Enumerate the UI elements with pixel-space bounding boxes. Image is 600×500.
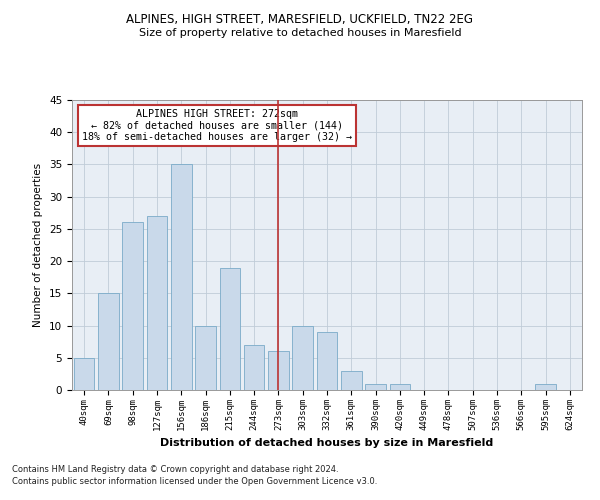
Bar [122, 222, 143, 390]
Text: ALPINES HIGH STREET: 272sqm
← 82% of detached houses are smaller (144)
18% of se: ALPINES HIGH STREET: 272sqm ← 82% of det… [82, 108, 352, 142]
Text: Contains public sector information licensed under the Open Government Licence v3: Contains public sector information licen… [12, 477, 377, 486]
Bar [98, 294, 119, 390]
Bar [365, 384, 386, 390]
Y-axis label: Number of detached properties: Number of detached properties [34, 163, 43, 327]
Bar [146, 216, 167, 390]
Bar [317, 332, 337, 390]
Bar [244, 345, 265, 390]
Bar [74, 358, 94, 390]
Bar [220, 268, 240, 390]
Text: Size of property relative to detached houses in Maresfield: Size of property relative to detached ho… [139, 28, 461, 38]
Bar [535, 384, 556, 390]
Bar [341, 370, 362, 390]
Bar [292, 326, 313, 390]
Text: Contains HM Land Registry data © Crown copyright and database right 2024.: Contains HM Land Registry data © Crown c… [12, 466, 338, 474]
Text: ALPINES, HIGH STREET, MARESFIELD, UCKFIELD, TN22 2EG: ALPINES, HIGH STREET, MARESFIELD, UCKFIE… [127, 12, 473, 26]
Bar [171, 164, 191, 390]
Text: Distribution of detached houses by size in Maresfield: Distribution of detached houses by size … [160, 438, 494, 448]
Bar [195, 326, 216, 390]
Bar [389, 384, 410, 390]
Bar [268, 352, 289, 390]
